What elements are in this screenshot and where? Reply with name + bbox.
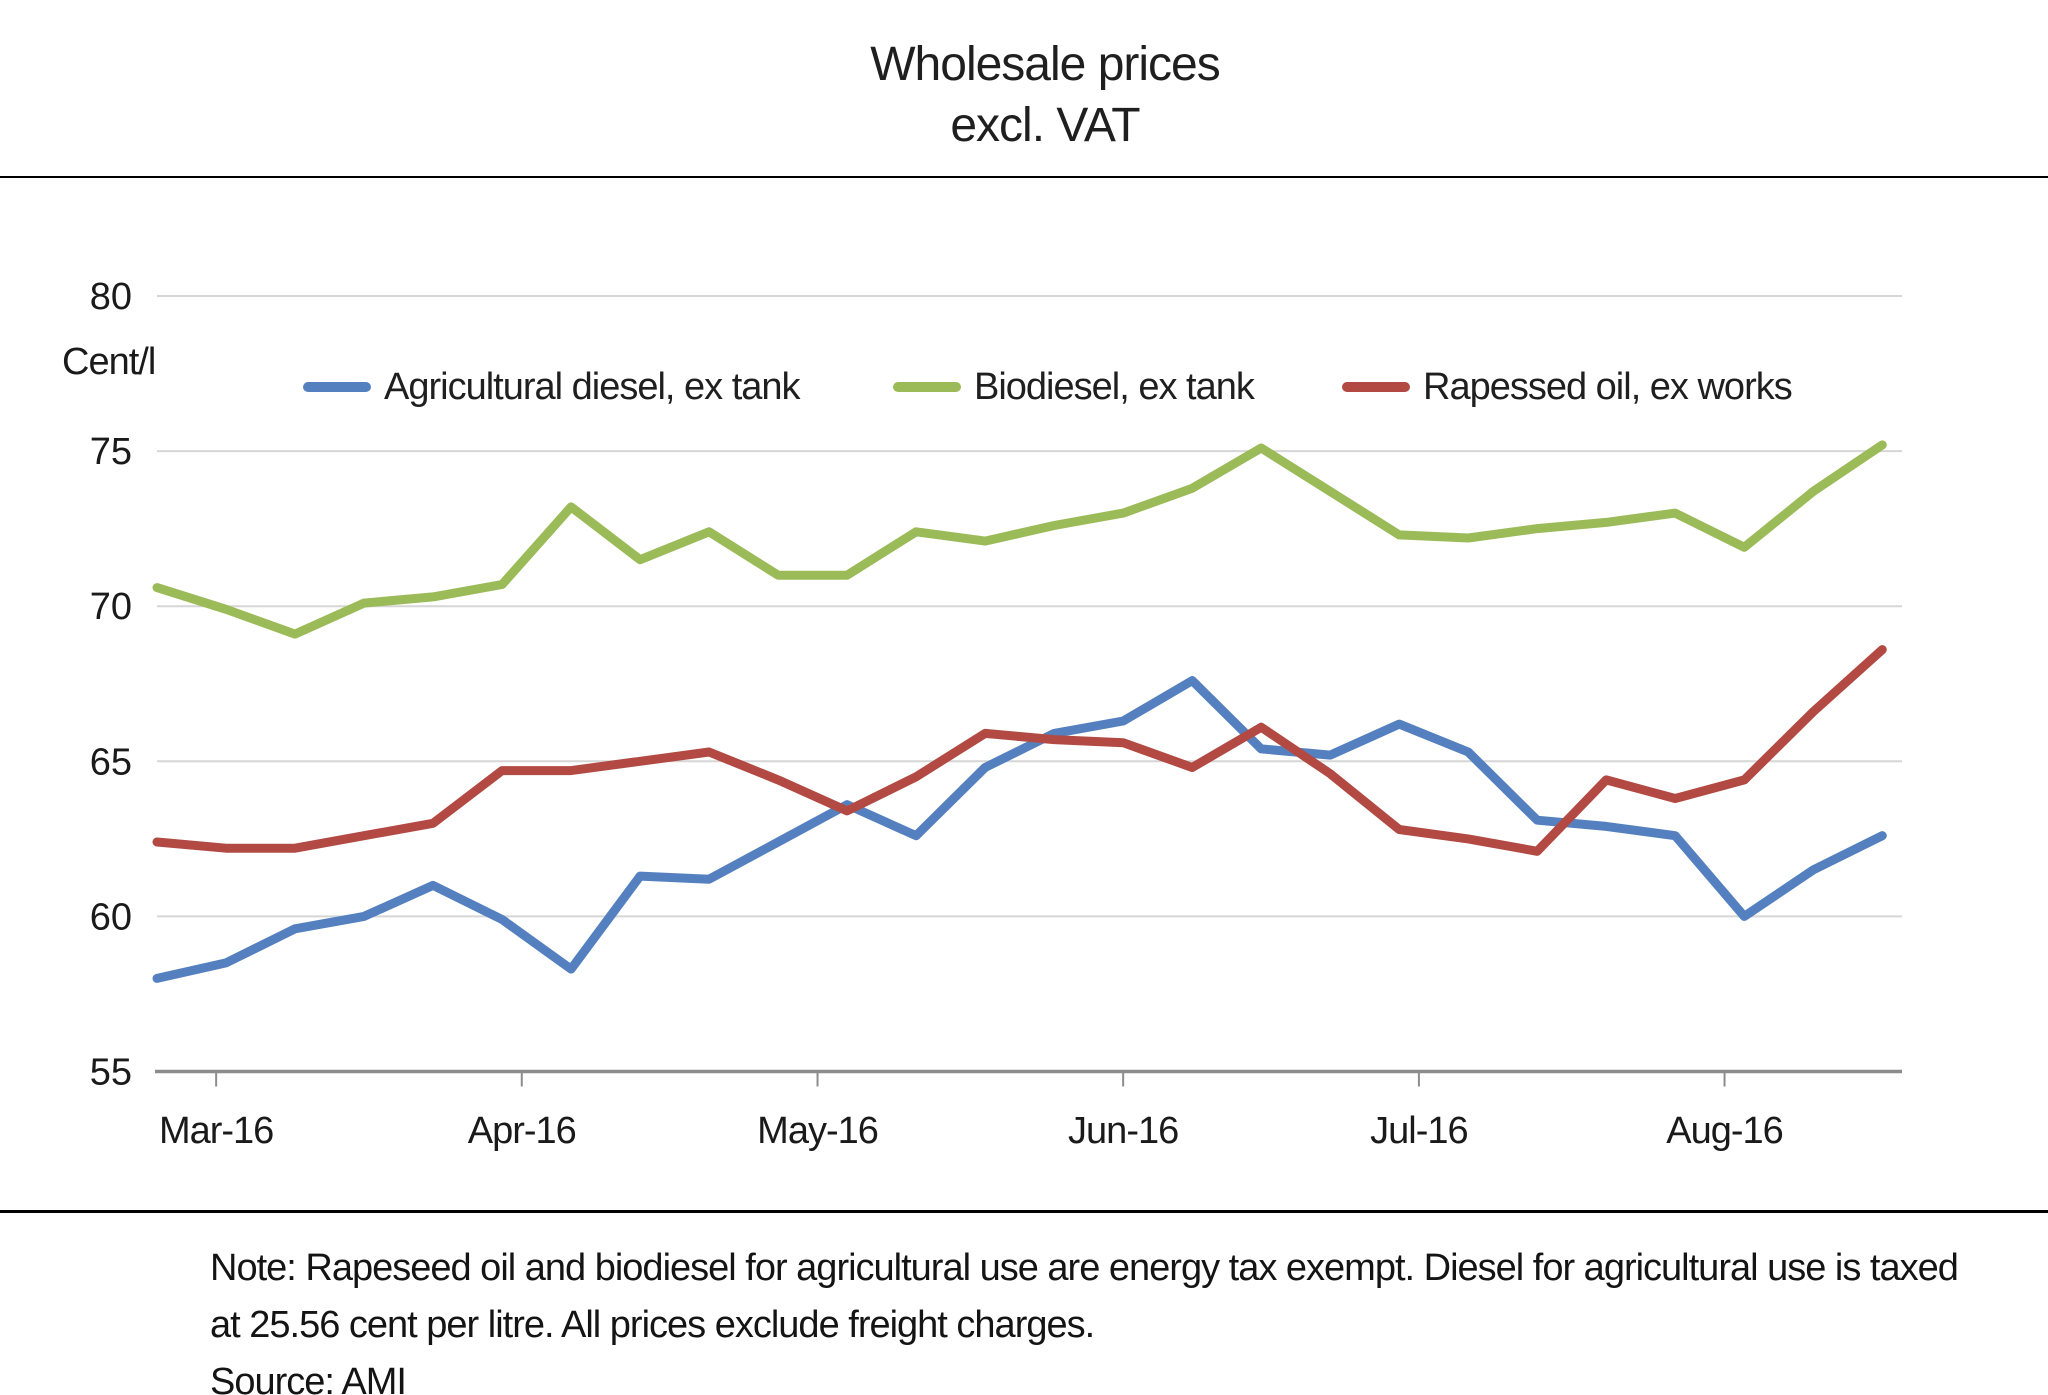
- series-line-rapessed-oil-ex-works: [152, 645, 1887, 856]
- legend-item-rapeseed-oil: Rapessed oil, ex works: [1342, 365, 1793, 408]
- y-tick-label-80: 80: [90, 276, 132, 318]
- y-axis-unit-label: Cent/l: [62, 341, 156, 383]
- x-tick-label-Apr-16: Apr-16: [468, 1110, 576, 1152]
- footnote: Note: Rapeseed oil and biodiesel for agr…: [210, 1240, 2000, 1395]
- legend-swatch-biodiesel: [893, 382, 961, 392]
- chart-title-line1: Wholesale prices: [870, 38, 1220, 91]
- x-tick-label-Mar-16: Mar-16: [159, 1110, 273, 1152]
- chart-title: Wholesale prices excl. VAT: [0, 34, 2048, 156]
- footnote-line1: Note: Rapeseed oil and biodiesel for agr…: [210, 1247, 1959, 1289]
- y-tick-label-65: 65: [90, 741, 132, 783]
- top-divider-line: [0, 176, 2048, 178]
- series-line-biodiesel-ex-tank: [152, 440, 1887, 639]
- y-tick-label-75: 75: [90, 431, 132, 473]
- x-tick-label-Aug-16: Aug-16: [1666, 1110, 1783, 1152]
- footnote-line2: at 25.56 cent per litre. All prices excl…: [210, 1304, 1095, 1346]
- chart-title-line2: excl. VAT: [950, 99, 1140, 152]
- y-tick-label-60: 60: [90, 896, 132, 938]
- series-line-agricultural-diesel-ex-tank: [152, 676, 1887, 983]
- legend-item-biodiesel: Biodiesel, ex tank: [893, 365, 1255, 408]
- y-tick-label-55: 55: [90, 1052, 132, 1094]
- x-tick-label-May-16: May-16: [757, 1110, 878, 1152]
- legend-label-rapeseed-oil: Rapessed oil, ex works: [1423, 365, 1793, 408]
- x-tick-label-Jun-16: Jun-16: [1068, 1110, 1178, 1152]
- legend-swatch-rapeseed-oil: [1342, 382, 1410, 392]
- legend-label-agricultural-diesel: Agricultural diesel, ex tank: [384, 365, 801, 408]
- legend-label-biodiesel: Biodiesel, ex tank: [974, 365, 1255, 408]
- legend-swatch-agricultural-diesel: [303, 382, 371, 392]
- x-tick-label-Jul-16: Jul-16: [1370, 1110, 1468, 1152]
- source-label: Source: AMI: [210, 1361, 407, 1395]
- legend-item-agricultural-diesel: Agricultural diesel, ex tank: [303, 365, 801, 408]
- bottom-divider-line: [0, 1210, 2048, 1213]
- y-tick-label-70: 70: [90, 586, 132, 628]
